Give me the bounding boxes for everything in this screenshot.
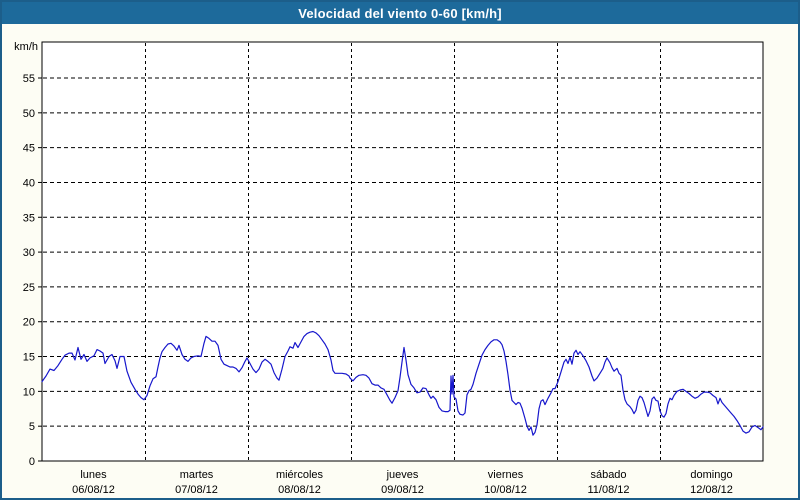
y-tick-label: 25 [23, 282, 35, 294]
day-date-label: 07/08/12 [175, 484, 218, 496]
day-date-label: 11/08/12 [587, 484, 629, 496]
day-date-label: 08/08/12 [278, 484, 321, 496]
y-tick-label: 0 [29, 456, 35, 468]
chart-title-bar: Velocidad del viento 0-60 [km/h] [2, 2, 798, 24]
y-tick-label: 35 [23, 212, 35, 224]
y-tick-label: 5 [29, 421, 35, 433]
y-tick-label: 40 [23, 177, 35, 189]
y-tick-label: 20 [23, 317, 35, 329]
day-date-label: 09/08/12 [381, 484, 424, 496]
y-tick-label: 15 [23, 352, 35, 364]
y-axis-unit-label: km/h [14, 41, 38, 53]
day-name-label: domingo [690, 469, 732, 481]
y-tick-label: 55 [23, 73, 35, 85]
day-name-label: martes [180, 469, 214, 481]
chart-title: Velocidad del viento 0-60 [km/h] [298, 5, 502, 21]
day-date-label: 12/08/12 [690, 484, 733, 496]
wind-speed-series-line [41, 330, 764, 436]
y-tick-label: 50 [23, 108, 35, 120]
day-name-label: viernes [488, 469, 524, 481]
day-name-label: sábado [590, 469, 626, 481]
y-tick-label: 45 [23, 143, 35, 155]
y-tick-label: 10 [23, 386, 35, 398]
day-name-label: lunes [80, 469, 107, 481]
day-date-label: 06/08/12 [72, 484, 115, 496]
day-date-label: 10/08/12 [484, 484, 527, 496]
y-tick-label: 30 [23, 247, 35, 259]
day-name-label: jueves [386, 469, 419, 481]
day-name-label: miércoles [276, 469, 324, 481]
